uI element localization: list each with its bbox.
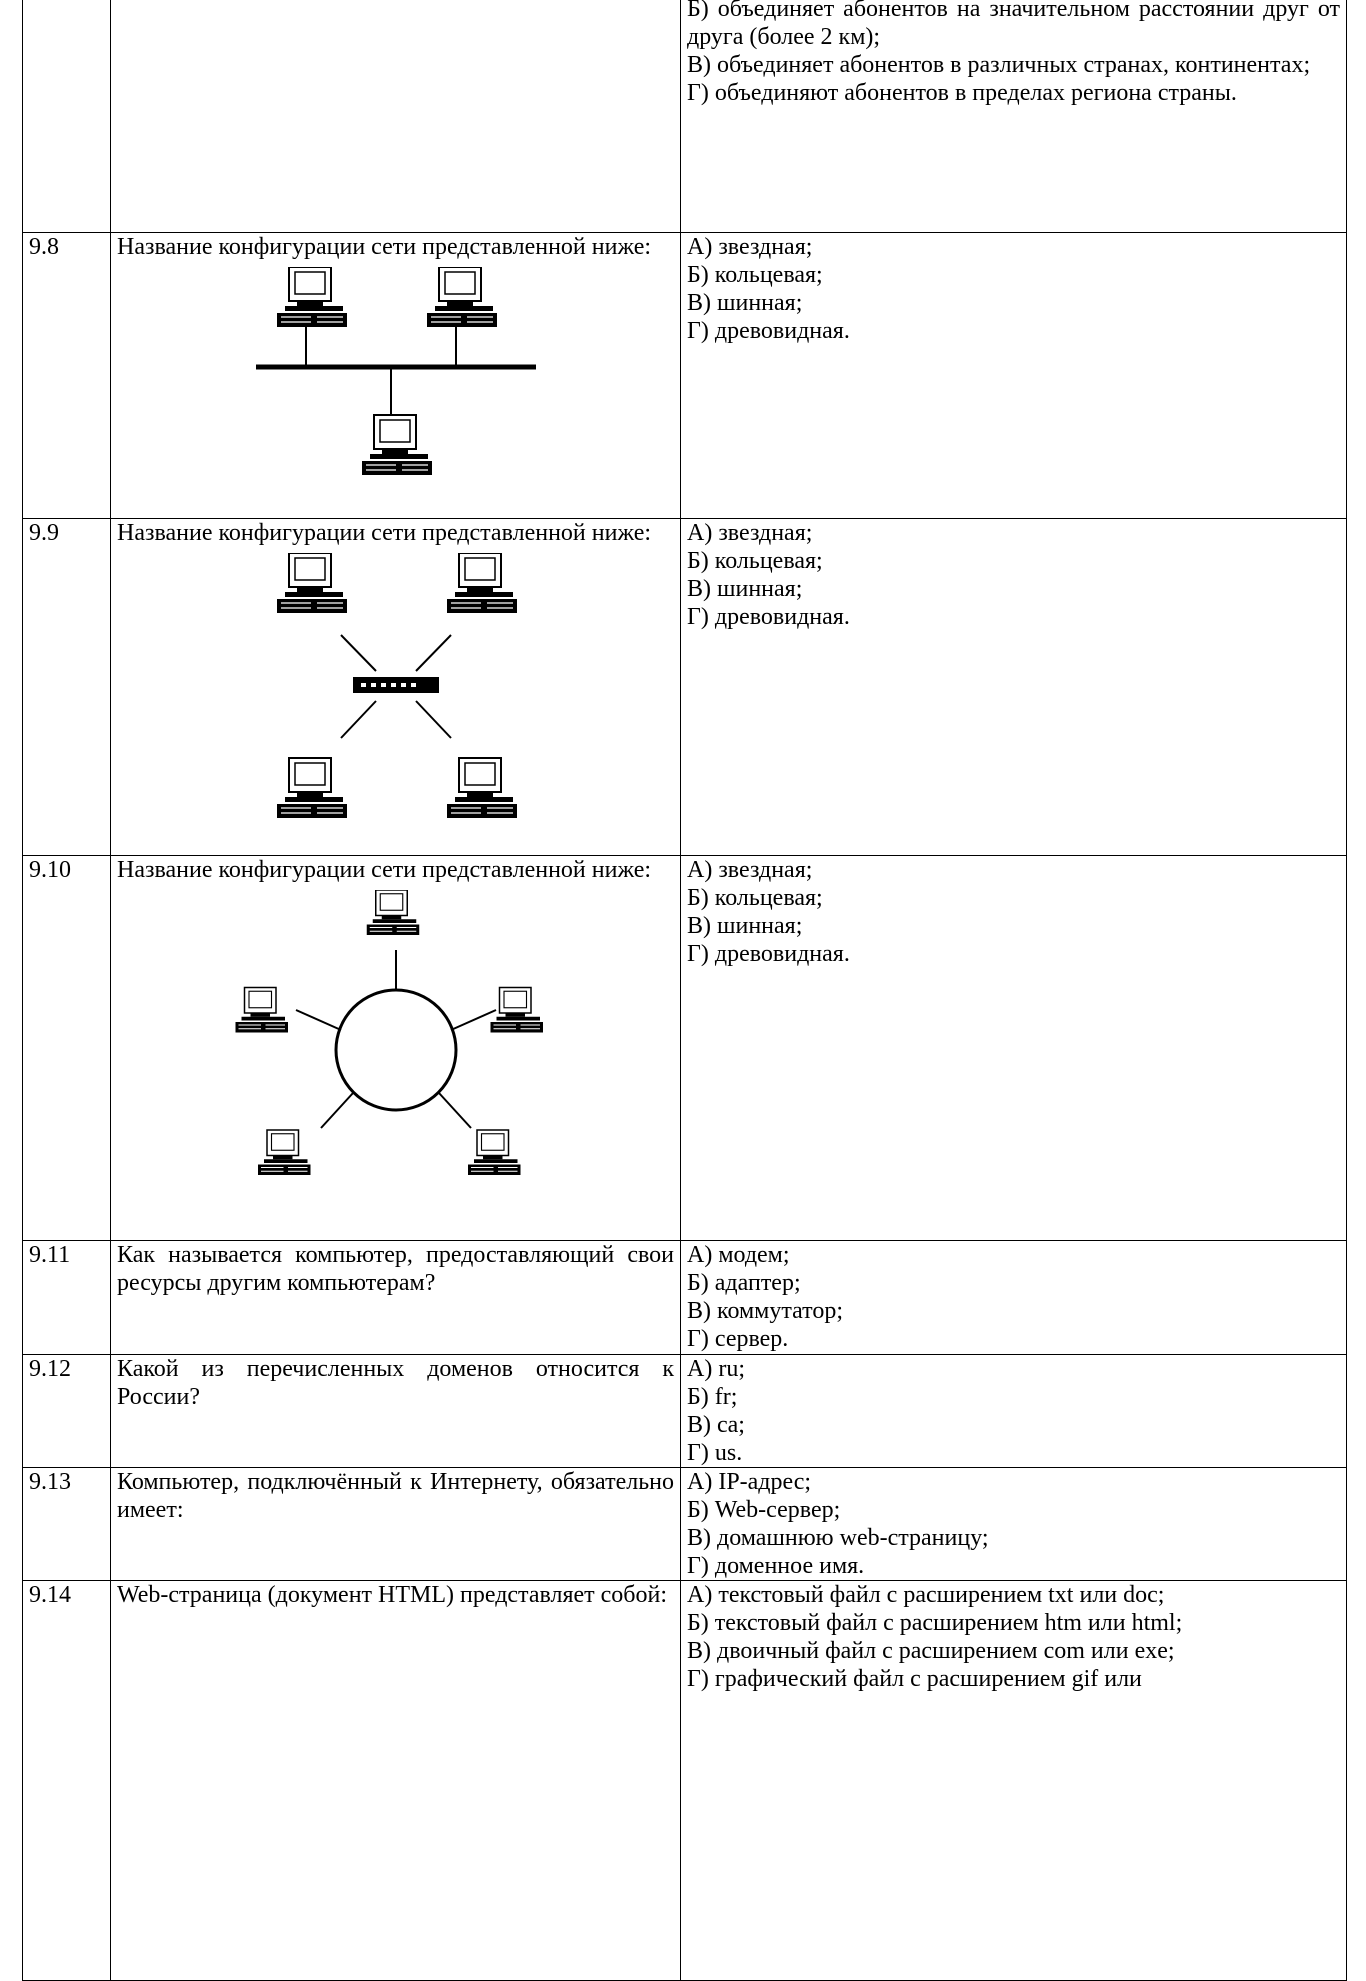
row: 9.10 Название конфигурации сети представ… (22, 855, 1347, 1241)
option: Г) доменное имя. (687, 1553, 865, 1579)
options-cell: Б) объединяет абонентов на значительном … (680, 0, 1347, 233)
option: В) домашнюю web-страницу; (687, 1525, 989, 1551)
bus-diagram (255, 267, 536, 476)
option: А) текстовый файл с расширением txt или … (687, 1582, 1165, 1608)
question: Компьютер, подключённый к Интернету, обя… (110, 1467, 681, 1581)
options-cell: А) IP-адрес; Б) Web-сервер; В) домашнюю we… (680, 1467, 1347, 1581)
question: Как называется компьютер, предоставляющи… (110, 1240, 681, 1355)
options-cell: А) ru; Б) fr; В) ca; Г) us. (680, 1354, 1347, 1468)
question-cell: Название конфигурации сети представленно… (110, 518, 681, 856)
option: А) ru; (687, 1356, 745, 1382)
row: 9.13 Компьютер, подключённый к Интернету… (22, 1467, 1347, 1581)
row: 9.8 Название конфигурации сети представл… (22, 232, 1347, 519)
options-cell: А) звездная; Б) кольцевая; В) шинная; Г) др… (680, 855, 1347, 1241)
option: А) звездная; (687, 857, 813, 883)
question: Web-страница (документ HTML) представляе… (110, 1580, 681, 1981)
option: Г) сервер. (687, 1326, 789, 1352)
option: Г) графический файл с расширением gif ил… (687, 1666, 1142, 1692)
question: Название конфигурации сети представленно… (117, 520, 652, 546)
option: Б) объединяет абонентов на значительном … (687, 0, 1340, 50)
option: Г) древовидная. (687, 604, 850, 630)
row: 9.14 Web-страница (документ HTML) предст… (22, 1580, 1347, 1981)
option: Г) древовидная. (687, 941, 850, 967)
option: В) ca; (687, 1412, 745, 1438)
option: А) IP-адрес; (687, 1469, 812, 1495)
option: Б) текстовый файл с расширением htm или … (687, 1610, 1183, 1636)
ring-diagram (234, 890, 544, 1176)
number: 9.12 (22, 1354, 111, 1468)
options-cell: А) звездная; Б) кольцевая; В) шинная; Г) др… (680, 518, 1347, 856)
question-cell: Название конфигурации сети представленно… (110, 232, 681, 519)
option: В) шинная; (687, 913, 803, 939)
option: Б) fr; (687, 1384, 738, 1410)
row: 9.11 Как называется компьютер, предостав… (22, 1240, 1347, 1355)
question: Название конфигурации сети представленно… (117, 234, 652, 260)
option: Г) us. (687, 1440, 743, 1466)
option: Б) Web-сервер; (687, 1497, 841, 1523)
option: А) звездная; (687, 234, 813, 260)
number: 9.10 (22, 855, 111, 1241)
row: Б) объединяет абонентов на значительном … (22, 0, 1347, 233)
option: А) модем; (687, 1242, 790, 1268)
option: Б) адаптер; (687, 1270, 801, 1296)
question: Какой из перечисленных доменов относится… (110, 1354, 681, 1468)
option: Г) объединяют абонентов в пределах регио… (687, 80, 1237, 106)
number: 9.14 (22, 1580, 111, 1981)
number: 9.9 (22, 518, 111, 856)
options-cell: А) текстовый файл с расширением txt или … (680, 1580, 1347, 1981)
option: В) объединяет абонентов в различных стра… (687, 52, 1311, 78)
options-cell: А) звездная; Б) кольцевая; В) шинная; Г) др… (680, 232, 1347, 519)
number: 9.13 (22, 1467, 111, 1581)
option: В) коммутатор; (687, 1298, 844, 1324)
cell (110, 0, 681, 233)
number: 9.11 (22, 1240, 111, 1355)
option: Г) древовидная. (687, 318, 850, 344)
row: 9.12 Какой из перечисленных доменов отно… (22, 1354, 1347, 1468)
option: В) шинная; (687, 290, 803, 316)
star-diagram (275, 553, 518, 819)
row: 9.9 Название конфигурации сети представл… (22, 518, 1347, 856)
question-cell: Название конфигурации сети представленно… (110, 855, 681, 1241)
option: В) двоичный файл с расширением com или e… (687, 1638, 1175, 1664)
option: А) звездная; (687, 520, 813, 546)
option: Б) кольцевая; (687, 885, 823, 911)
option: В) шинная; (687, 576, 803, 602)
question: Название конфигурации сети представленно… (117, 857, 652, 883)
option: Б) кольцевая; (687, 548, 823, 574)
option: Б) кольцевая; (687, 262, 823, 288)
cell (22, 0, 111, 233)
question-table: Б) объединяет абонентов на значительном … (22, 0, 1347, 1981)
number: 9.8 (22, 232, 111, 519)
options-cell: А) модем; Б) адаптер; В) коммутатор; Г) сер… (680, 1240, 1347, 1355)
